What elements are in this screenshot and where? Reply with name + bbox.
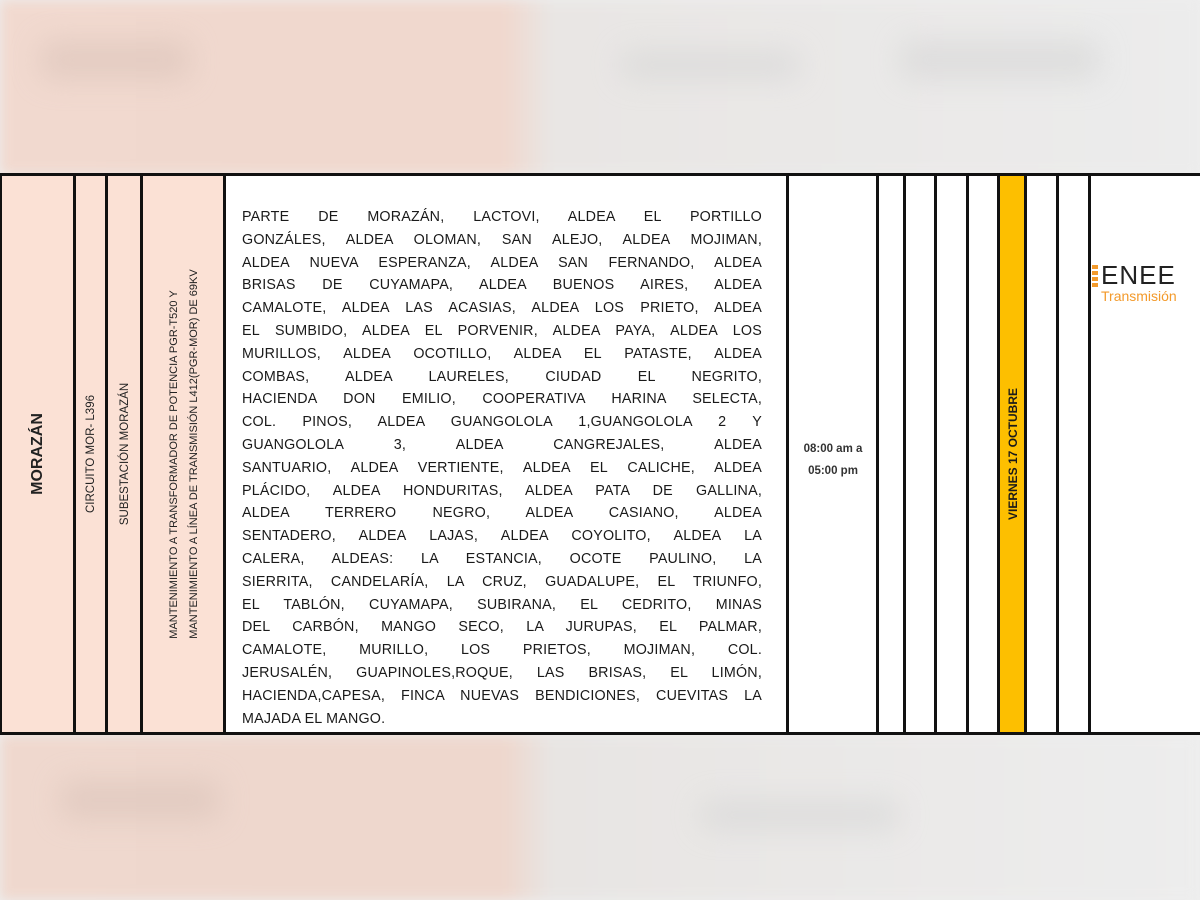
affected-areas-line: COMBAS, ALDEA LAURELES, CIUDAD EL NEGRIT…: [242, 368, 762, 385]
time-cell: 08:00 am a 05:00 pm: [786, 176, 877, 732]
logo-bars-icon: [1092, 264, 1098, 287]
logo-mark: ENEE: [1092, 260, 1177, 291]
work-line: MANTENIMIENTO A TRANSFORMADOR DE POTENCI…: [167, 290, 180, 639]
blurred-text: [900, 40, 1100, 80]
affected-areas-line: CALERA, ALDEAS: LA ESTANCIA, OCOTE PAULI…: [242, 550, 762, 567]
blurred-text: [40, 40, 190, 80]
blurred-background-top: [0, 0, 1200, 175]
affected-areas-line: GUANGOLOLA 3, ALDEA CANGREJALES, ALDEA: [242, 436, 762, 453]
affected-areas-cell: PARTE DE MORAZÁN, LACTOVI, ALDEA EL PORT…: [223, 176, 787, 732]
affected-areas-line: HACIENDA,CAPESA, FINCA NUEVAS BENDICIONE…: [242, 687, 762, 704]
affected-areas-line: CAMALOTE, ALDEA LAS ACASIAS, ALDEA LOS P…: [242, 300, 762, 317]
empty-day-cell: [966, 176, 998, 732]
affected-areas-line: MAJADA EL MANGO.: [242, 710, 386, 727]
affected-areas-line: DEL CARBÓN, MANGO SECO, LA JURUPAS, EL P…: [242, 619, 762, 636]
affected-areas-line: PARTE DE MORAZÁN, LACTOVI, ALDEA EL PORT…: [242, 209, 762, 225]
affected-areas-line: ALDEA NUEVA ESPERANZA, ALDEA SAN FERNAND…: [242, 254, 762, 271]
affected-areas-line: SIERRITA, CANDELARÍA, LA CRUZ, GUADALUPE…: [242, 573, 762, 590]
affected-areas-line: SENTADERO, ALDEA LAJAS, ALDEA COYOLITO, …: [242, 528, 762, 545]
empty-day-cell: [1024, 176, 1057, 732]
time-start: 08:00 am a: [803, 443, 863, 455]
day-cell-highlighted: VIERNES 17 OCTUBRE: [997, 176, 1025, 732]
affected-areas-line: GONZÁLES, ALDEA OLOMAN, SAN ALEJO, ALDEA…: [242, 231, 762, 248]
affected-areas-line: JERUSALÉN, GUAPINOLES,ROQUE, LAS BRISAS,…: [242, 664, 762, 681]
logo-name: ENEE: [1101, 260, 1176, 290]
department-cell: MORAZÁN: [0, 176, 74, 732]
empty-day-cell: [876, 176, 904, 732]
work-line: MANTENIMIENTO A LÍNEA DE TRANSMISIÓN L41…: [187, 269, 200, 639]
circuit: CIRCUITO MOR- L396: [85, 394, 97, 514]
affected-areas-line: EL TABLÓN, CUYAMAPA, SUBIRANA, EL CEDRIT…: [242, 596, 762, 613]
empty-day-cell: [1056, 176, 1089, 732]
logo-cell: [1088, 176, 1200, 732]
blurred-text: [700, 800, 900, 830]
enee-logo: ENEE Transmisión: [1092, 260, 1177, 304]
time-end: 05:00 pm: [808, 465, 858, 477]
affected-areas-text: PARTE DE MORAZÁN, LACTOVI, ALDEA EL PORT…: [242, 206, 762, 730]
time-range: 08:00 am a 05:00 pm: [789, 438, 877, 482]
day-label: VIERNES 17 OCTUBRE: [1005, 387, 1020, 521]
affected-areas-line: COL. PINOS, ALDEA GUANGOLOLA 1,GUANGOLOL…: [242, 414, 762, 431]
affected-areas-line: CAMALOTE, MURILLO, LOS PRIETOS, MOJIMAN,…: [242, 642, 762, 659]
affected-areas-line: ALDEA TERRERO NEGRO, ALDEA CASIANO, ALDE…: [242, 505, 762, 522]
affected-areas-line: MURILLOS, ALDEA OCOTILLO, ALDEA EL PATAS…: [242, 345, 762, 362]
affected-areas-line: PLÁCIDO, ALDEA HONDURITAS, ALDEA PATA DE…: [242, 482, 762, 499]
outage-schedule-row: MORAZÁN CIRCUITO MOR- L396 SUBESTACIÓN M…: [0, 173, 1200, 735]
substation: SUBESTACIÓN MORAZÁN: [118, 382, 131, 526]
blurred-text: [60, 780, 220, 820]
blurred-text: [620, 50, 800, 80]
work-description: MANTENIMIENTO A TRANSFORMADOR DE POTENCI…: [164, 269, 204, 638]
circuit-cell: CIRCUITO MOR- L396: [73, 176, 106, 732]
logo-subtitle: Transmisión: [1101, 288, 1177, 304]
affected-areas-line: EL SUMBIDO, ALDEA EL PORVENIR, ALDEA PAY…: [242, 322, 762, 339]
work-description-cell: MANTENIMIENTO A TRANSFORMADOR DE POTENCI…: [140, 176, 224, 732]
empty-day-cell: [934, 176, 967, 732]
substation-cell: SUBESTACIÓN MORAZÁN: [105, 176, 141, 732]
department: MORAZÁN: [29, 413, 46, 495]
affected-areas-line: SANTUARIO, ALDEA VERTIENTE, ALDEA EL CAL…: [242, 459, 762, 476]
affected-areas-line: HACIENDA DON EMILIO, COOPERATIVA HARINA …: [242, 391, 762, 408]
empty-day-cell: [903, 176, 935, 732]
affected-areas-line: BRISAS DE CUYAMAPA, ALDEA BUENOS AIRES, …: [242, 277, 762, 294]
